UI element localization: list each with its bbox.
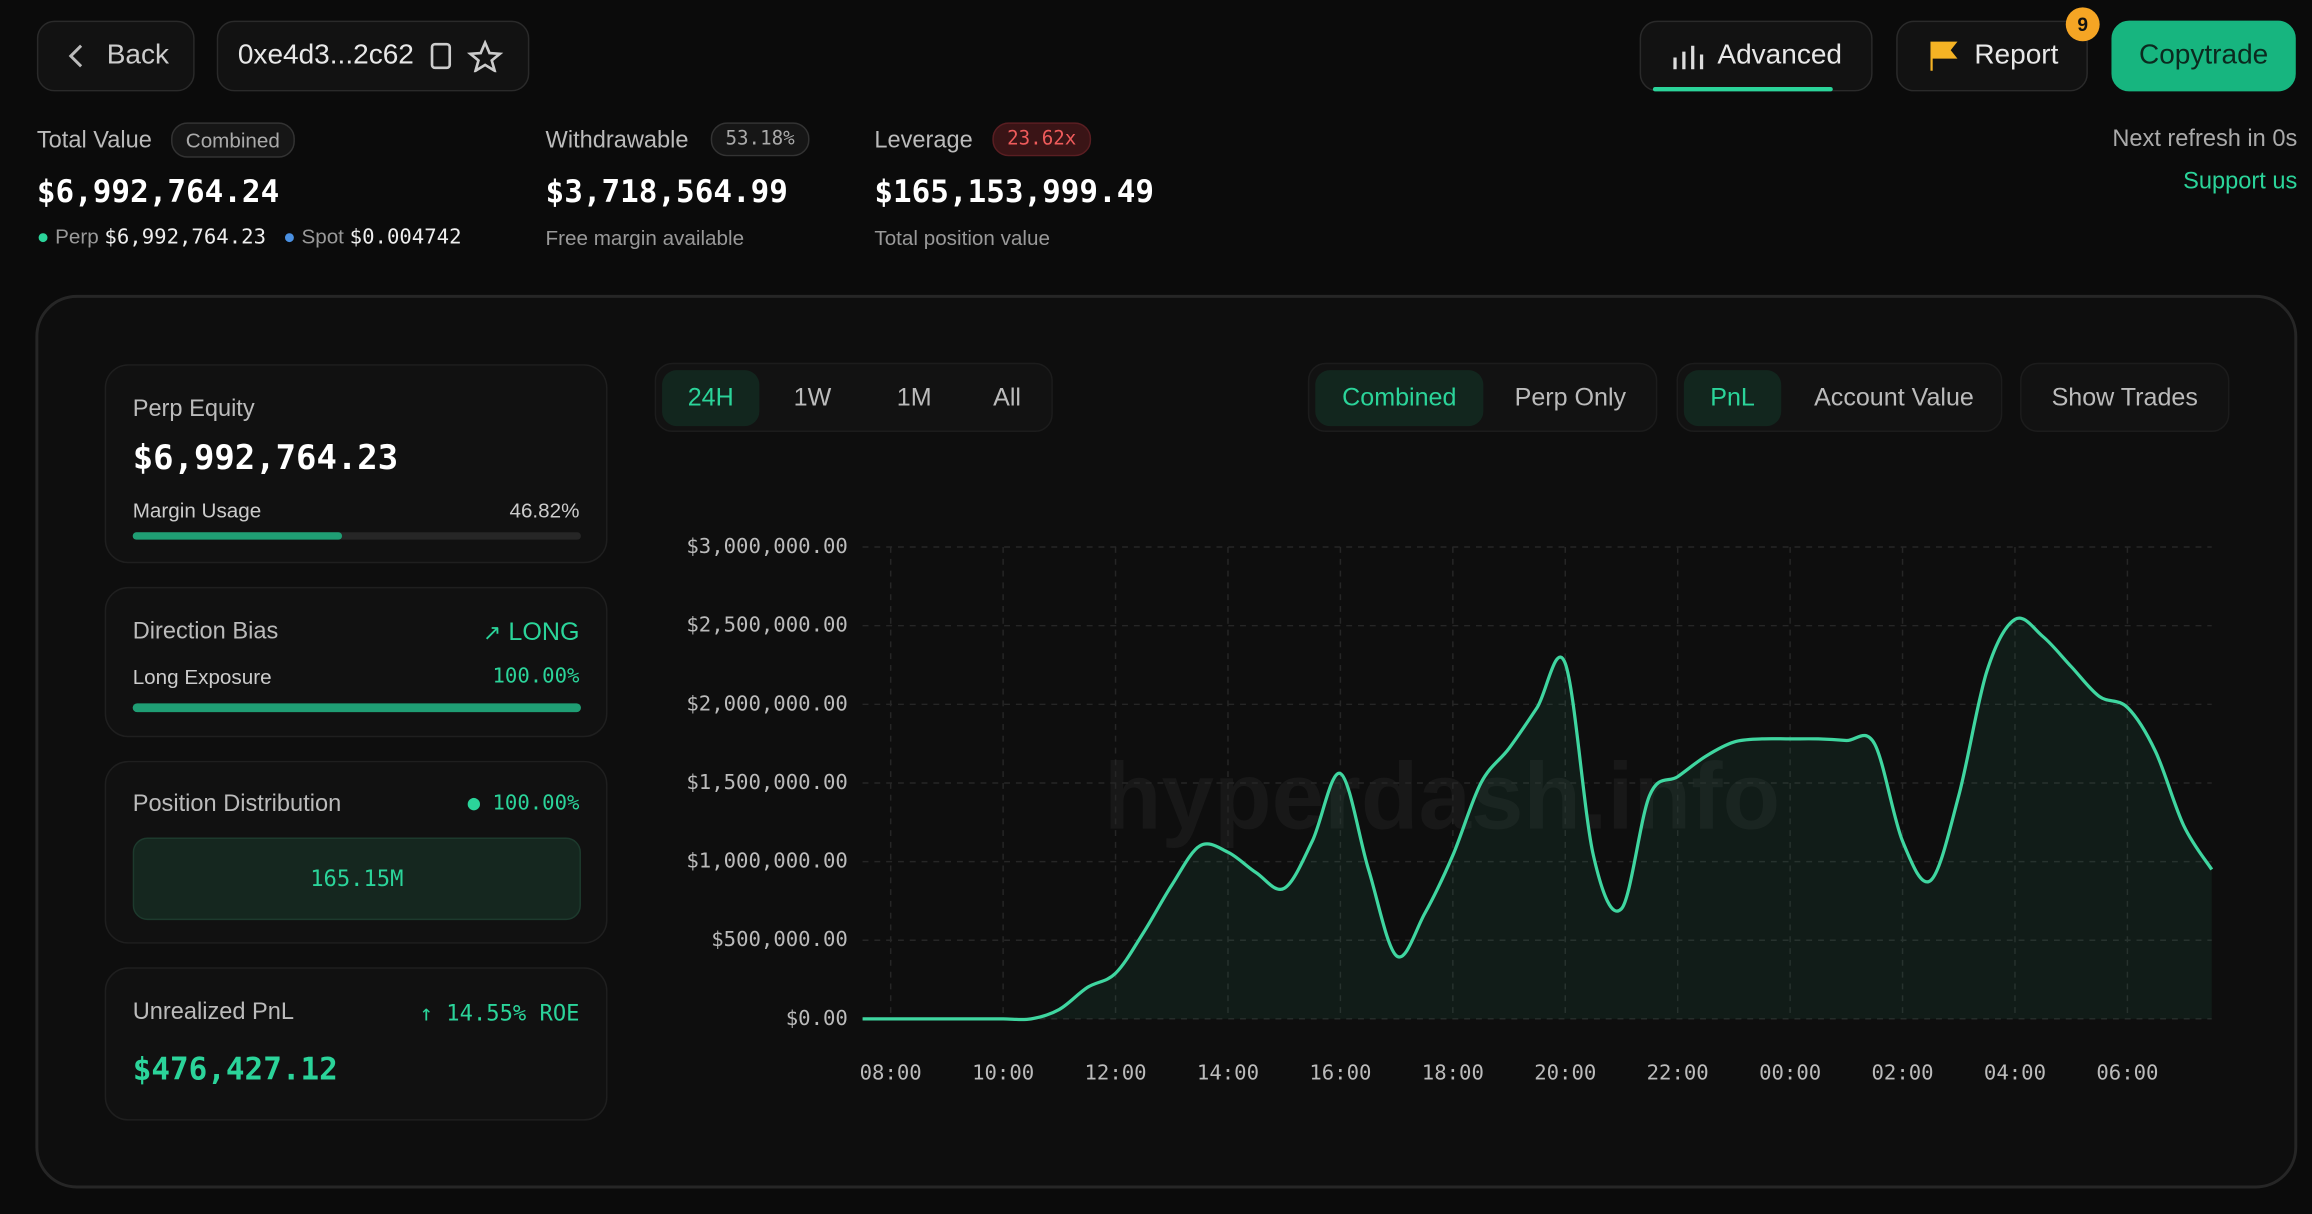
address: 0xe4d3...2c62 bbox=[237, 39, 414, 71]
x-tick-label: 08:00 bbox=[860, 1060, 922, 1084]
leverage-value: $165,153,999.49 bbox=[874, 173, 1155, 210]
y-tick-label: $3,000,000.00 bbox=[686, 534, 847, 558]
show-trades: Show Trades bbox=[2020, 362, 2230, 433]
x-tick-label: 20:00 bbox=[1534, 1060, 1596, 1084]
back-icon bbox=[69, 44, 83, 68]
share: ● 100.00% bbox=[467, 791, 580, 816]
y-tick-label: $500,000.00 bbox=[711, 927, 848, 951]
x-tick-label: 12:00 bbox=[1084, 1060, 1146, 1084]
report-label: Report bbox=[1974, 39, 2059, 71]
report-button[interactable]: Report bbox=[1896, 20, 2088, 92]
y-tick-label: $2,500,000.00 bbox=[686, 613, 847, 637]
total-value-tag: Combined bbox=[171, 122, 295, 158]
mode-tabs: Combined Perp Only bbox=[1307, 362, 1658, 433]
block-label: 165.15M bbox=[310, 865, 404, 893]
bias-label: LONG bbox=[508, 617, 580, 646]
tab[interactable]: Account Value bbox=[1814, 383, 1974, 412]
tab[interactable]: Show Trades bbox=[2051, 383, 2198, 412]
x-tick-label: 16:00 bbox=[1309, 1060, 1371, 1084]
spot-label: Spot bbox=[301, 224, 344, 248]
share-value: 100.00% bbox=[492, 791, 580, 816]
support-link[interactable]: Support us bbox=[2183, 169, 2298, 195]
total-value: $6,992,764.24 bbox=[36, 173, 280, 210]
area bbox=[862, 618, 2212, 1020]
unrealized-value: $476,427.12 bbox=[132, 1051, 338, 1087]
tab[interactable]: All bbox=[993, 383, 1022, 412]
tab[interactable]: PnL bbox=[1683, 370, 1782, 427]
distribution-card: Position Distribution ● 100.00% 165.15M bbox=[104, 760, 608, 944]
withdrawable-label: Withdrawable bbox=[545, 128, 689, 154]
back-button[interactable]: Back bbox=[36, 20, 195, 92]
usage-value: 46.82% bbox=[509, 498, 580, 522]
metric-tabs: PnL Account Value bbox=[1676, 362, 2003, 433]
tab[interactable]: 1M bbox=[896, 383, 932, 412]
unrealized-card: Unrealized PnL ↑ 14.55% ROE $476,427.12 bbox=[104, 967, 608, 1121]
advanced-icon bbox=[1673, 45, 1703, 70]
card-label: Perp Equity bbox=[132, 396, 255, 422]
x-tick-label: 06:00 bbox=[2096, 1060, 2158, 1084]
x-tick-label: 18:00 bbox=[1422, 1060, 1484, 1084]
card-label: Unrealized PnL bbox=[132, 999, 295, 1025]
address-box[interactable]: 0xe4d3...2c62 bbox=[216, 20, 530, 92]
usage-label: Margin Usage bbox=[132, 498, 262, 522]
tab[interactable]: Perp Only bbox=[1514, 383, 1627, 412]
x-tick-label: 10:00 bbox=[972, 1060, 1034, 1084]
report-badge: 9 bbox=[2065, 7, 2100, 42]
tab[interactable]: 24H bbox=[662, 370, 760, 427]
y-tick-label: $1,000,000.00 bbox=[686, 849, 847, 873]
card-label: Position Distribution bbox=[132, 791, 342, 817]
advanced-underline bbox=[1652, 86, 1833, 92]
tab[interactable]: Combined bbox=[1315, 370, 1484, 427]
advanced-button[interactable]: Advanced bbox=[1639, 20, 1873, 92]
card-value: $6,992,764.23 bbox=[132, 439, 399, 478]
breakdown: ● Perp $6,992,764.23 ● Spot $0.004742 bbox=[36, 224, 462, 250]
address-icons bbox=[430, 39, 503, 73]
watermark: hyperdash.info bbox=[1104, 744, 1780, 849]
refresh-note: Next refresh in 0s bbox=[2112, 126, 2298, 152]
usage-track bbox=[132, 532, 581, 540]
withdrawable-value: $3,718,564.99 bbox=[545, 173, 788, 210]
leverage-tag: 23.62x bbox=[992, 122, 1092, 157]
exposure-value: 100.00% bbox=[492, 664, 580, 689]
x-tick-label: 04:00 bbox=[1984, 1060, 2046, 1084]
y-tick-label: $0.00 bbox=[786, 1006, 848, 1030]
total-value-label: Total Value bbox=[36, 128, 152, 154]
exposure-track bbox=[132, 703, 581, 713]
spot-value: $0.004742 bbox=[349, 225, 462, 250]
y-tick-label: $1,500,000.00 bbox=[686, 770, 847, 794]
back-label: Back bbox=[106, 39, 170, 71]
usage-bar bbox=[132, 532, 343, 540]
x-tick-label: 14:00 bbox=[1197, 1060, 1259, 1084]
report-icon bbox=[1930, 41, 1958, 71]
range-tabs: 24H 1W 1M All bbox=[654, 362, 1053, 433]
advanced-label: Advanced bbox=[1717, 39, 1843, 71]
direction-card: Direction Bias ↗ LONG Long Exposure 100.… bbox=[104, 586, 608, 738]
bias: ↗ LONG bbox=[482, 617, 580, 646]
distribution-block: 165.15M bbox=[132, 837, 581, 921]
x-tick-label: 22:00 bbox=[1647, 1060, 1709, 1084]
x-tick-label: 02:00 bbox=[1872, 1060, 1934, 1084]
perp-value: $6,992,764.23 bbox=[104, 225, 267, 250]
x-tick-label: 00:00 bbox=[1759, 1060, 1821, 1084]
withdrawable-note: Free margin available bbox=[545, 225, 745, 250]
y-tick-label: $2,000,000.00 bbox=[686, 691, 847, 715]
perp-label: Perp bbox=[55, 224, 99, 248]
exposure-label: Long Exposure bbox=[132, 664, 272, 689]
leverage-label: Leverage bbox=[874, 128, 973, 154]
copytrade-button[interactable]: Copytrade bbox=[2111, 20, 2296, 92]
exposure-bar bbox=[132, 703, 581, 713]
line bbox=[862, 616, 2214, 1022]
leverage-note: Total position value bbox=[874, 225, 1050, 250]
roe-value: 14.55% ROE bbox=[446, 999, 580, 1027]
card-label: Direction Bias bbox=[132, 619, 279, 645]
roe: ↑ 14.55% ROE bbox=[419, 999, 580, 1027]
withdrawable-tag: 53.18% bbox=[710, 122, 810, 157]
tab[interactable]: 1W bbox=[793, 383, 832, 412]
perp-equity-card: Perp Equity $6,992,764.23 Margin Usage 4… bbox=[104, 364, 608, 564]
